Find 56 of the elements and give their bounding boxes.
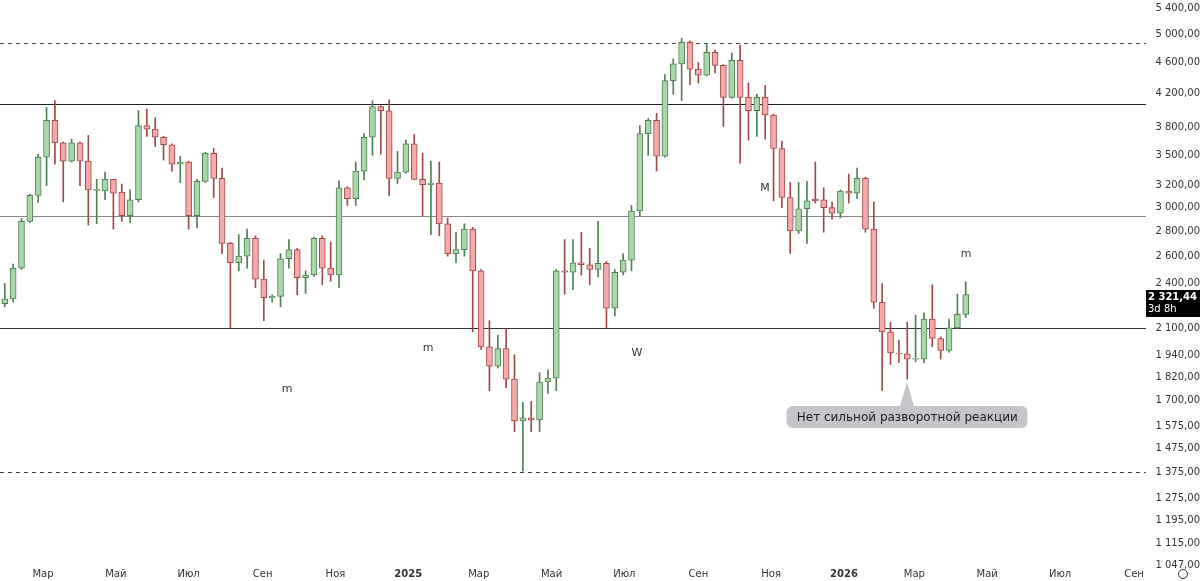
x-tick-label: Июл (177, 567, 200, 579)
candlestick (377, 105, 385, 155)
y-tick-label: 3 800,00 (1155, 120, 1200, 132)
y-tick-label: 1 820,00 (1155, 370, 1200, 382)
candlestick (452, 231, 460, 264)
candlestick (594, 221, 602, 278)
x-tick-label: Мар (468, 567, 490, 579)
candlestick (895, 339, 903, 363)
x-tick-label: Мар (32, 567, 54, 579)
candlestick (1, 283, 9, 308)
candlestick (569, 239, 577, 291)
y-tick-label: 1 275,00 (1155, 491, 1200, 503)
y-tick-label: 2 100,00 (1155, 322, 1200, 334)
candlestick (820, 187, 828, 233)
annotation: M (760, 180, 770, 194)
x-tick-label: Сен (252, 567, 273, 579)
y-tick-label: 1 940,00 (1155, 349, 1200, 361)
x-tick-label: 2025 (394, 567, 423, 579)
y-tick-label: 5 000,00 (1155, 27, 1200, 39)
candlestick (845, 173, 853, 204)
y-tick-label: 3 000,00 (1155, 201, 1200, 213)
y-tick-label: 2 600,00 (1155, 249, 1200, 261)
x-tick-label: Ноя (761, 567, 781, 579)
annotation: m (422, 340, 434, 354)
x-tick-label: Июл (1048, 567, 1072, 579)
candlestick (235, 234, 243, 272)
candlestick (586, 248, 594, 286)
x-tick-label: 2026 (830, 567, 858, 579)
text: 2 321,44 3d 8h (1148, 290, 1198, 314)
x-tick-label: Сен (688, 567, 709, 579)
annotation: m (960, 246, 972, 260)
x-tick-label: Июл (613, 567, 636, 579)
x-tick-label: Май (105, 567, 127, 579)
y-tick-label: 1 195,00 (1155, 513, 1200, 525)
x-tick-label: Май (976, 567, 998, 579)
x-tick-label: Ноя (325, 567, 346, 579)
y-tick-label: 3 500,00 (1155, 148, 1200, 160)
y-tick-label: 1 700,00 (1155, 394, 1200, 406)
annotation: m (281, 381, 293, 395)
y-tick-label: 1 375,00 (1155, 466, 1200, 478)
y-tick-label: 4 200,00 (1155, 86, 1200, 98)
x-tick-label: Май (540, 567, 563, 579)
y-tick-label: 1 475,00 (1155, 442, 1200, 454)
y-tick-label: 1 047,00 (1155, 558, 1200, 570)
x-tick-label: Сен (1124, 567, 1144, 579)
annotation: Нет сильной разворотной реакции (786, 406, 1028, 429)
y-tick-label: 3 200,00 (1155, 179, 1200, 191)
annotation: W (631, 345, 643, 359)
y-tick-label: 5 400,00 (1155, 1, 1200, 13)
y-tick-label: 1 115,00 (1155, 537, 1200, 549)
y-tick-label: 1 575,00 (1155, 419, 1200, 431)
y-tick-label: 2 800,00 (1155, 224, 1200, 236)
candlestick (427, 160, 435, 235)
y-tick-label: 4 600,00 (1155, 56, 1200, 68)
x-tick-label: Мар (903, 567, 925, 579)
y-tick-label: 2 400,00 (1155, 276, 1200, 288)
